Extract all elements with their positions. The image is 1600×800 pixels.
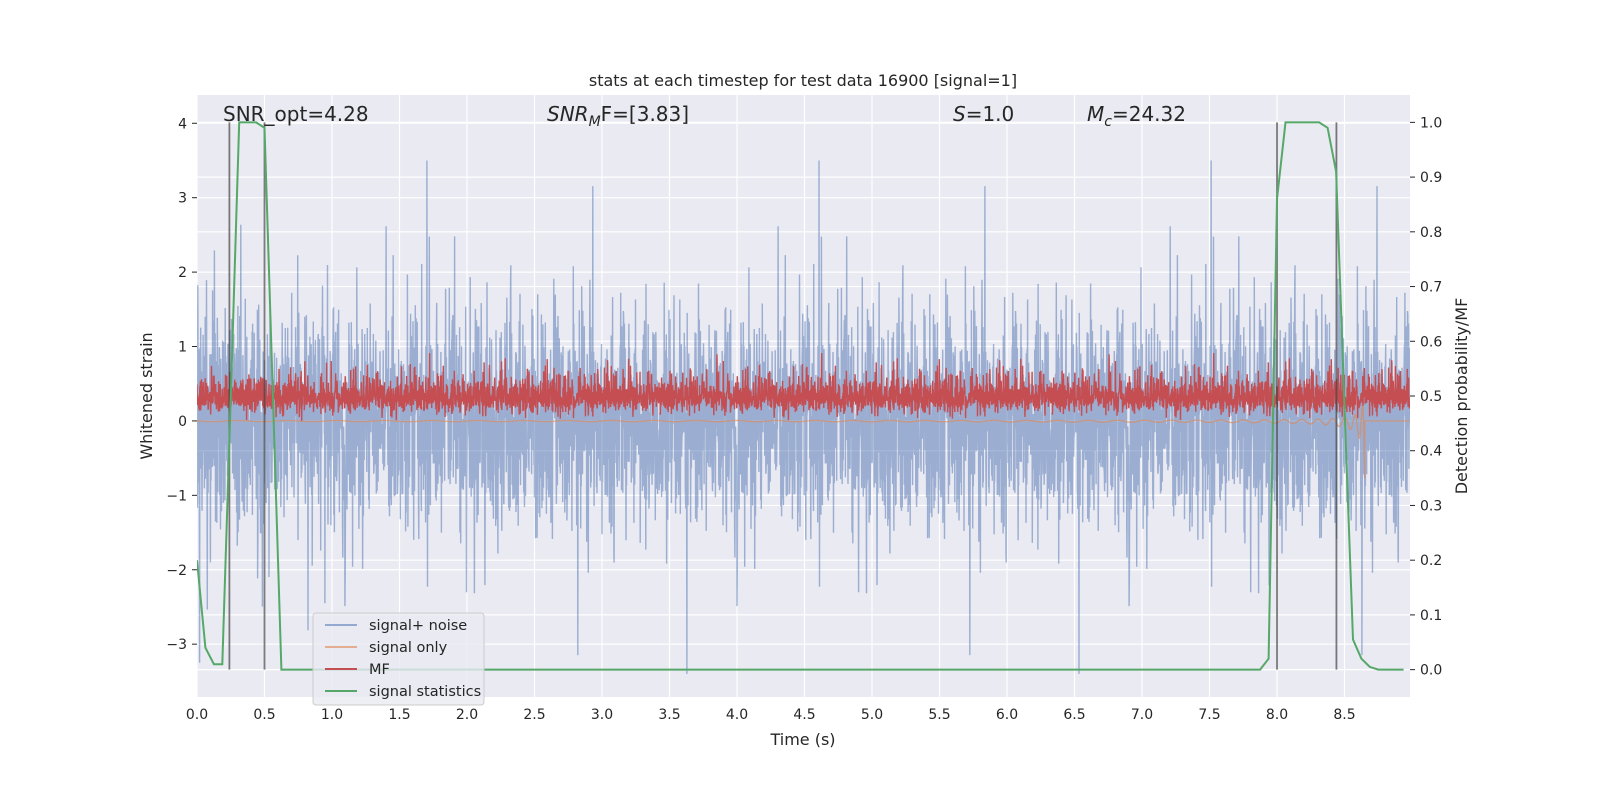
y-tick-label: 4 [178,116,187,132]
series-mf [197,353,1410,421]
series-signal-statistics [197,121,1404,671]
y-right-tick-label: 0.3 [1420,498,1442,514]
snr-mf-rest: F=[3.83] [601,102,689,126]
x-tick-label: 8.0 [1266,707,1288,723]
y-right-tick-label: 1.0 [1420,115,1442,131]
y-right-tick-label: 0.1 [1420,608,1442,624]
snr-mf-base: SNR [547,102,589,126]
x-tick-label: 3.5 [658,707,680,723]
x-tick-label: 1.5 [388,707,410,723]
x-tick-label: 6.5 [1063,707,1085,723]
x-tick-label: 3.0 [591,707,613,723]
ticks: 0.0 0.5 1.0 1.5 2.0 2.5 3.0 3.5 4.0 4.5 5.0 5.5 6.0 6… [166,115,1442,723]
x-tick-label: 7.5 [1198,707,1220,723]
y-right-tick-label: 0.2 [1420,553,1442,569]
x-tick-label: 2.5 [523,707,545,723]
y-tick-label: −3 [166,637,187,653]
x-tick-label: 7.0 [1131,707,1153,723]
mc-rest: =24.32 [1112,102,1186,126]
x-tick-label: 5.5 [928,707,950,723]
annotation-s: S=1.0 [953,102,1014,126]
snr-mf-sub: M [589,114,601,130]
legend-label-signal-only: signal only [369,640,448,656]
y-right-tick-label: 0.7 [1420,280,1442,296]
chart-title: stats at each timestep for test data 169… [589,71,1017,90]
x-tick-label: 0.0 [186,707,208,723]
y-right-tick-label: 0.6 [1420,334,1442,350]
x-tick-label: 5.0 [861,707,883,723]
s-base: S [953,102,966,126]
y-right-tick-label: 0.0 [1420,663,1442,679]
x-tick-label: 4.0 [726,707,748,723]
y-right-tick-label: 0.9 [1420,170,1442,186]
y-right-tick-label: 0.8 [1420,225,1442,241]
y-tick-label: 2 [178,265,187,281]
mc-base: M [1087,102,1104,126]
y-tick-label: −2 [166,563,187,579]
legend-box [312,612,485,706]
y-tick-label: 1 [178,340,187,356]
legend: signal+ noise signal only MF signal stat… [312,612,485,706]
mc-sub: c [1104,114,1112,130]
x-tick-label: 2.0 [456,707,478,723]
x-tick-label: 0.5 [253,707,275,723]
series-signal-noise [197,160,1410,674]
annotation-snr-opt: SNR_opt=4.28 [223,102,369,126]
y-tick-label: 3 [178,191,187,207]
x-axis-label: Time (s) [769,730,835,749]
legend-label-mf: MF [369,662,390,678]
y-right-tick-label: 0.5 [1420,389,1442,405]
y-axis-right-label: Detection probability/MF [1452,298,1471,495]
y-tick-label: 0 [178,414,187,430]
x-tick-label: 6.0 [996,707,1018,723]
series-signal-only [197,402,1410,479]
annotation-mc: Mc=24.32 [1087,102,1186,130]
y-right-tick-label: 0.4 [1420,444,1442,460]
legend-label-signal-statistics: signal statistics [369,684,481,700]
y-tick-label: −1 [166,488,187,504]
annotation-snr-mf: SNRMF=[3.83] [547,102,689,130]
plot-marks [197,121,1410,674]
x-tick-label: 8.5 [1333,707,1355,723]
legend-label-signal-noise: signal+ noise [369,618,467,634]
s-rest: =1.0 [966,102,1015,126]
x-tick-label: 1.0 [321,707,343,723]
x-tick-label: 4.5 [793,707,815,723]
y-axis-label: Whitened strain [137,332,156,459]
